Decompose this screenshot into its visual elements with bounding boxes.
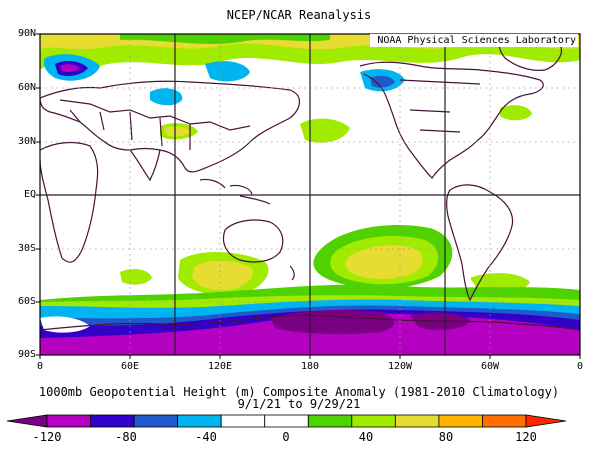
lon-label-60e: 60E — [120, 361, 140, 372]
caption-variable: 1000mb Geopotential Height (m) Composite… — [38, 385, 560, 399]
colorbar-swatch — [46, 414, 91, 428]
colorbar-label: -80 — [115, 430, 137, 444]
composite-box-lines — [40, 34, 580, 355]
lat-label-60s: 60S — [17, 296, 36, 307]
lon-label-60w: 60W — [480, 361, 500, 372]
lon-label-120e: 120E — [207, 361, 233, 372]
colorbar-label: 40 — [358, 430, 374, 444]
colorbar-swatch — [307, 414, 353, 428]
colorbar-swatch — [264, 414, 309, 428]
colorbar-swatch — [133, 414, 179, 428]
colorbar-label: -120 — [32, 430, 62, 444]
colorbar-label: 80 — [438, 430, 454, 444]
colorbar-swatch — [220, 414, 266, 428]
lat-label-30s: 30S — [17, 243, 36, 254]
lat-label-30n: 30N — [17, 136, 36, 147]
lat-label-90n: 90N — [17, 28, 36, 39]
colorbar-label: 120 — [515, 430, 537, 444]
credit-label: NOAA Physical Sciences Laboratory — [370, 34, 578, 47]
colorbar-arrow-high — [525, 414, 567, 428]
colorbar-label: -40 — [195, 430, 217, 444]
colorbar-swatch — [90, 414, 135, 428]
lon-label-120w: 120W — [387, 361, 413, 372]
caption-dates: 9/1/21 to 9/29/21 — [237, 397, 361, 411]
colorbar-swatch — [438, 414, 483, 428]
lon-label-0-west: 0 — [36, 361, 44, 372]
colorbar-swatch — [394, 414, 440, 428]
colorbar-label: 0 — [282, 430, 290, 444]
axis-ticks — [36, 33, 581, 359]
colorbar-swatch — [482, 414, 527, 428]
lat-label-90s: 90S — [17, 349, 36, 360]
lat-label-eq: EQ — [23, 189, 36, 200]
colorbar-swatch — [351, 414, 396, 428]
lon-label-0-east: 0 — [576, 361, 584, 372]
colorbar — [6, 414, 567, 428]
colorbar-arrow-low — [6, 414, 48, 428]
lon-label-180: 180 — [300, 361, 320, 372]
lat-label-60n: 60N — [17, 82, 36, 93]
colorbar-swatch — [177, 414, 222, 428]
coastlines — [40, 37, 580, 331]
chart-title: NCEP/NCAR Reanalysis — [226, 8, 372, 22]
